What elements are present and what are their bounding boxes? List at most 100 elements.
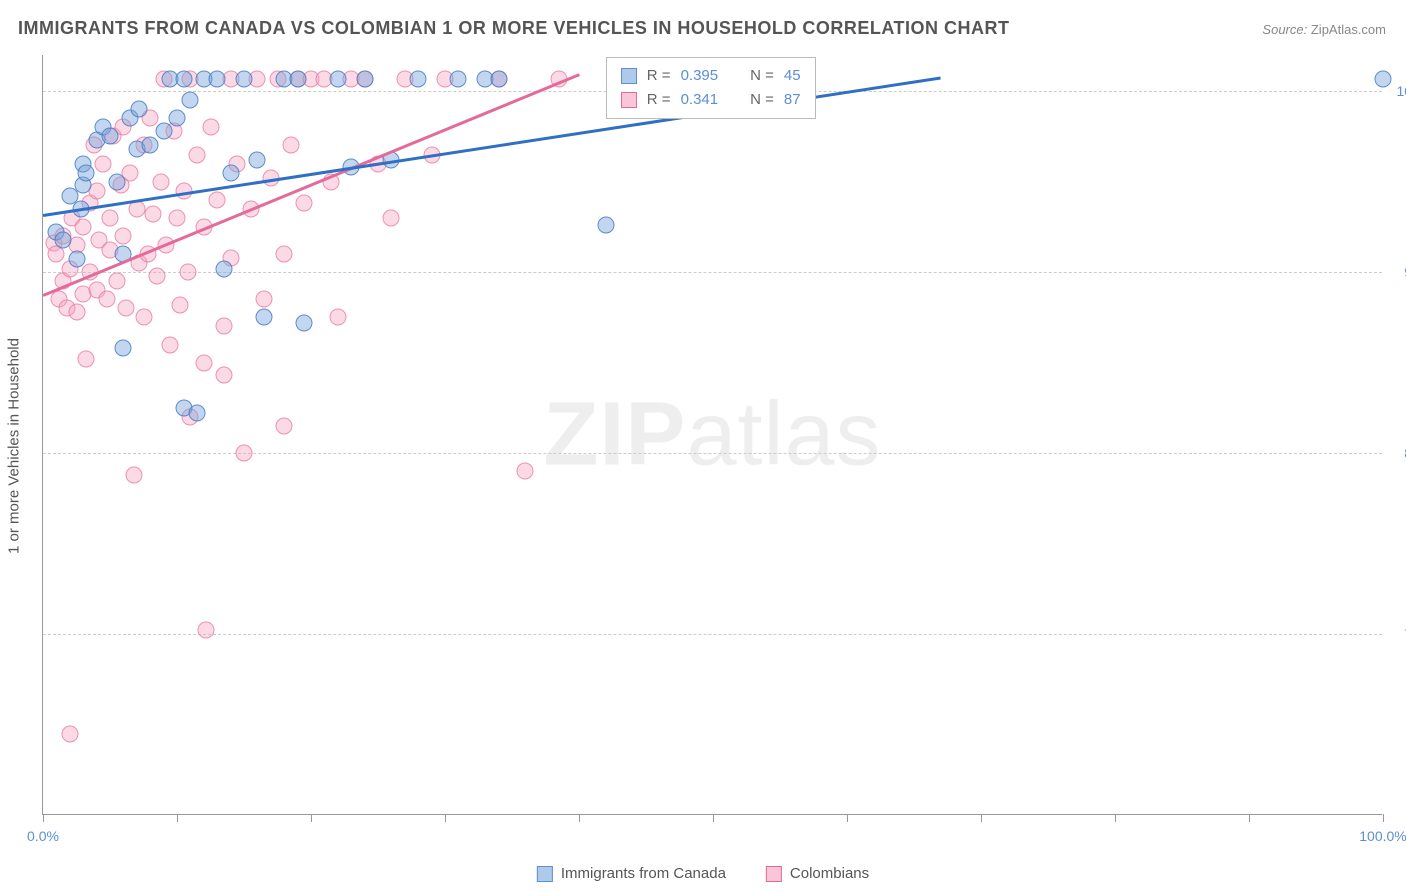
- scatter-point: [108, 273, 125, 290]
- legend-swatch-blue: [537, 866, 553, 882]
- scatter-point: [256, 291, 273, 308]
- scatter-point: [102, 209, 119, 226]
- scatter-point: [144, 206, 161, 223]
- legend-label-canada: Immigrants from Canada: [561, 865, 726, 882]
- stats-box: R = 0.395 N = 45 R = 0.341 N = 87: [606, 57, 816, 119]
- scatter-point: [102, 128, 119, 145]
- watermark-bold: ZIP: [543, 384, 686, 484]
- scatter-point: [135, 309, 152, 326]
- bottom-legend: Immigrants from Canada Colombians: [537, 865, 869, 882]
- y-axis-title: 1 or more Vehicles in Household: [6, 338, 23, 554]
- n-value: 45: [784, 64, 801, 88]
- scatter-point: [95, 155, 112, 172]
- x-tick-mark: [713, 814, 714, 822]
- scatter-point: [202, 119, 219, 136]
- scatter-point: [126, 466, 143, 483]
- x-tick-mark: [311, 814, 312, 822]
- x-tick-mark: [579, 814, 580, 822]
- x-tick-mark: [43, 814, 44, 822]
- scatter-point: [1375, 70, 1392, 87]
- scatter-point: [189, 405, 206, 422]
- y-tick-label: 100.0%: [1397, 83, 1406, 99]
- source-label: Source:: [1262, 22, 1307, 37]
- scatter-point: [68, 251, 85, 268]
- x-tick-mark: [847, 814, 848, 822]
- scatter-point: [383, 209, 400, 226]
- scatter-point: [356, 70, 373, 87]
- scatter-point: [276, 417, 293, 434]
- x-tick-mark: [445, 814, 446, 822]
- scatter-point: [256, 309, 273, 326]
- r-value: 0.341: [681, 88, 719, 112]
- n-value: 87: [784, 88, 801, 112]
- stats-row: R = 0.341 N = 87: [621, 88, 801, 112]
- scatter-point: [597, 217, 614, 234]
- chart-title: IMMIGRANTS FROM CANADA VS COLOMBIAN 1 OR…: [18, 18, 1010, 39]
- scatter-point: [142, 137, 159, 154]
- x-tick-mark: [177, 814, 178, 822]
- scatter-point: [276, 246, 293, 263]
- scatter-point: [410, 70, 427, 87]
- scatter-point: [77, 164, 94, 181]
- legend-label-colombians: Colombians: [790, 865, 869, 882]
- stats-swatch: [621, 92, 637, 108]
- scatter-point: [209, 70, 226, 87]
- scatter-point: [77, 351, 94, 368]
- scatter-point: [236, 445, 253, 462]
- scatter-point: [152, 173, 169, 190]
- scatter-point: [148, 267, 165, 284]
- scatter-point: [175, 70, 192, 87]
- x-tick-label: 0.0%: [27, 828, 59, 844]
- scatter-point: [55, 231, 72, 248]
- scatter-point: [490, 70, 507, 87]
- x-tick-mark: [981, 814, 982, 822]
- scatter-point: [198, 622, 215, 639]
- source-value: ZipAtlas.com: [1311, 22, 1386, 37]
- legend-item-colombians: Colombians: [766, 865, 869, 882]
- scatter-point: [155, 123, 172, 140]
- scatter-point: [195, 354, 212, 371]
- r-label: R =: [647, 64, 671, 88]
- scatter-point: [169, 209, 186, 226]
- r-label: R =: [647, 88, 671, 112]
- legend-swatch-pink: [766, 866, 782, 882]
- x-tick-mark: [1249, 814, 1250, 822]
- scatter-point: [236, 70, 253, 87]
- scatter-point: [215, 260, 232, 277]
- scatter-point: [48, 246, 65, 263]
- x-tick-mark: [1383, 814, 1384, 822]
- scatter-point: [131, 101, 148, 118]
- r-value: 0.395: [681, 64, 719, 88]
- scatter-point: [222, 164, 239, 181]
- scatter-point: [329, 309, 346, 326]
- scatter-point: [289, 70, 306, 87]
- x-tick-label: 100.0%: [1359, 828, 1406, 844]
- gridline: [43, 272, 1382, 273]
- plot-area: ZIPatlas 70.0%80.0%90.0%100.0%0.0%100.0%…: [42, 55, 1382, 815]
- scatter-point: [118, 300, 135, 317]
- n-label: N =: [750, 88, 774, 112]
- source-attribution: Source: ZipAtlas.com: [1262, 22, 1386, 37]
- scatter-point: [68, 303, 85, 320]
- scatter-point: [215, 367, 232, 384]
- scatter-point: [517, 463, 534, 480]
- scatter-point: [296, 195, 313, 212]
- scatter-point: [329, 70, 346, 87]
- scatter-point: [108, 173, 125, 190]
- n-label: N =: [750, 64, 774, 88]
- scatter-point: [179, 264, 196, 281]
- scatter-point: [209, 191, 226, 208]
- gridline: [43, 634, 1382, 635]
- scatter-point: [99, 291, 116, 308]
- x-tick-mark: [1115, 814, 1116, 822]
- legend-item-canada: Immigrants from Canada: [537, 865, 726, 882]
- scatter-point: [189, 146, 206, 163]
- scatter-point: [61, 725, 78, 742]
- stats-swatch: [621, 68, 637, 84]
- scatter-point: [182, 92, 199, 109]
- scatter-point: [162, 336, 179, 353]
- scatter-point: [115, 227, 132, 244]
- scatter-point: [282, 137, 299, 154]
- scatter-point: [75, 218, 92, 235]
- stats-row: R = 0.395 N = 45: [621, 64, 801, 88]
